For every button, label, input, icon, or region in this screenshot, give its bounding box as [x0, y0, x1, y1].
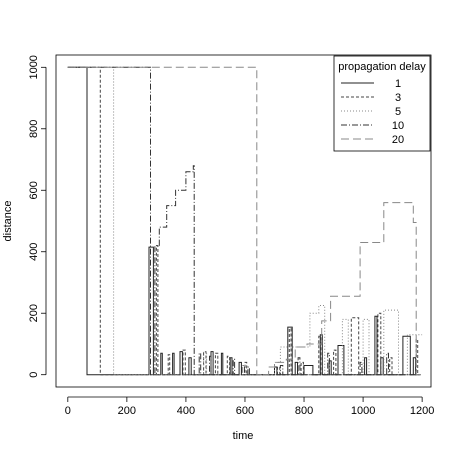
- series-line-1: [67, 66, 421, 376]
- x-tick-label: 200: [118, 405, 136, 417]
- series-line-10: [67, 66, 420, 376]
- plot-area: [55, 54, 432, 388]
- legend-label-5: 5: [395, 106, 401, 118]
- x-axis-title: time: [233, 430, 254, 442]
- x-tick-label: 1200: [410, 405, 434, 417]
- legend-label-20: 20: [392, 134, 404, 146]
- x-tick-label: 400: [177, 405, 195, 417]
- legend-label-10: 10: [392, 120, 404, 132]
- y-tick-label: 0: [28, 372, 40, 378]
- y-tick-label: 400: [28, 243, 40, 261]
- series-layer: [67, 66, 423, 376]
- x-tick-label: 0: [65, 405, 71, 417]
- series-line-5: [67, 66, 423, 376]
- legend-box: [333, 55, 431, 152]
- legend-label-1: 1: [395, 78, 401, 90]
- x-tick-label: 600: [236, 405, 254, 417]
- series-line-20: [67, 66, 423, 376]
- y-axis-title: distance: [2, 201, 14, 242]
- legend-items: 1 3 5 10 20: [341, 78, 404, 146]
- legend-title: propagation delay: [338, 61, 426, 73]
- x-tick-label: 1000: [351, 405, 375, 417]
- y-tick-label: 600: [28, 181, 40, 199]
- x-tick-label: 800: [295, 405, 313, 417]
- legend: propagation delay 1 3 5 10 20: [333, 55, 431, 152]
- x-axis: 0 200 400 600 800 1000 1200: [65, 396, 434, 417]
- y-tick-label: 800: [28, 120, 40, 138]
- y-axis: 0 200 400 600 800 1000: [28, 55, 47, 378]
- legend-label-3: 3: [395, 92, 401, 104]
- y-tick-label: 200: [28, 304, 40, 322]
- y-tick-label: 1000: [28, 55, 40, 79]
